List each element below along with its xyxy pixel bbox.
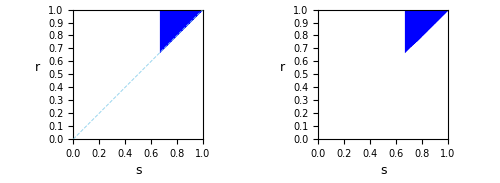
Y-axis label: r: r <box>280 61 284 74</box>
Y-axis label: r: r <box>34 61 40 74</box>
X-axis label: s: s <box>380 165 386 178</box>
X-axis label: s: s <box>135 165 141 178</box>
